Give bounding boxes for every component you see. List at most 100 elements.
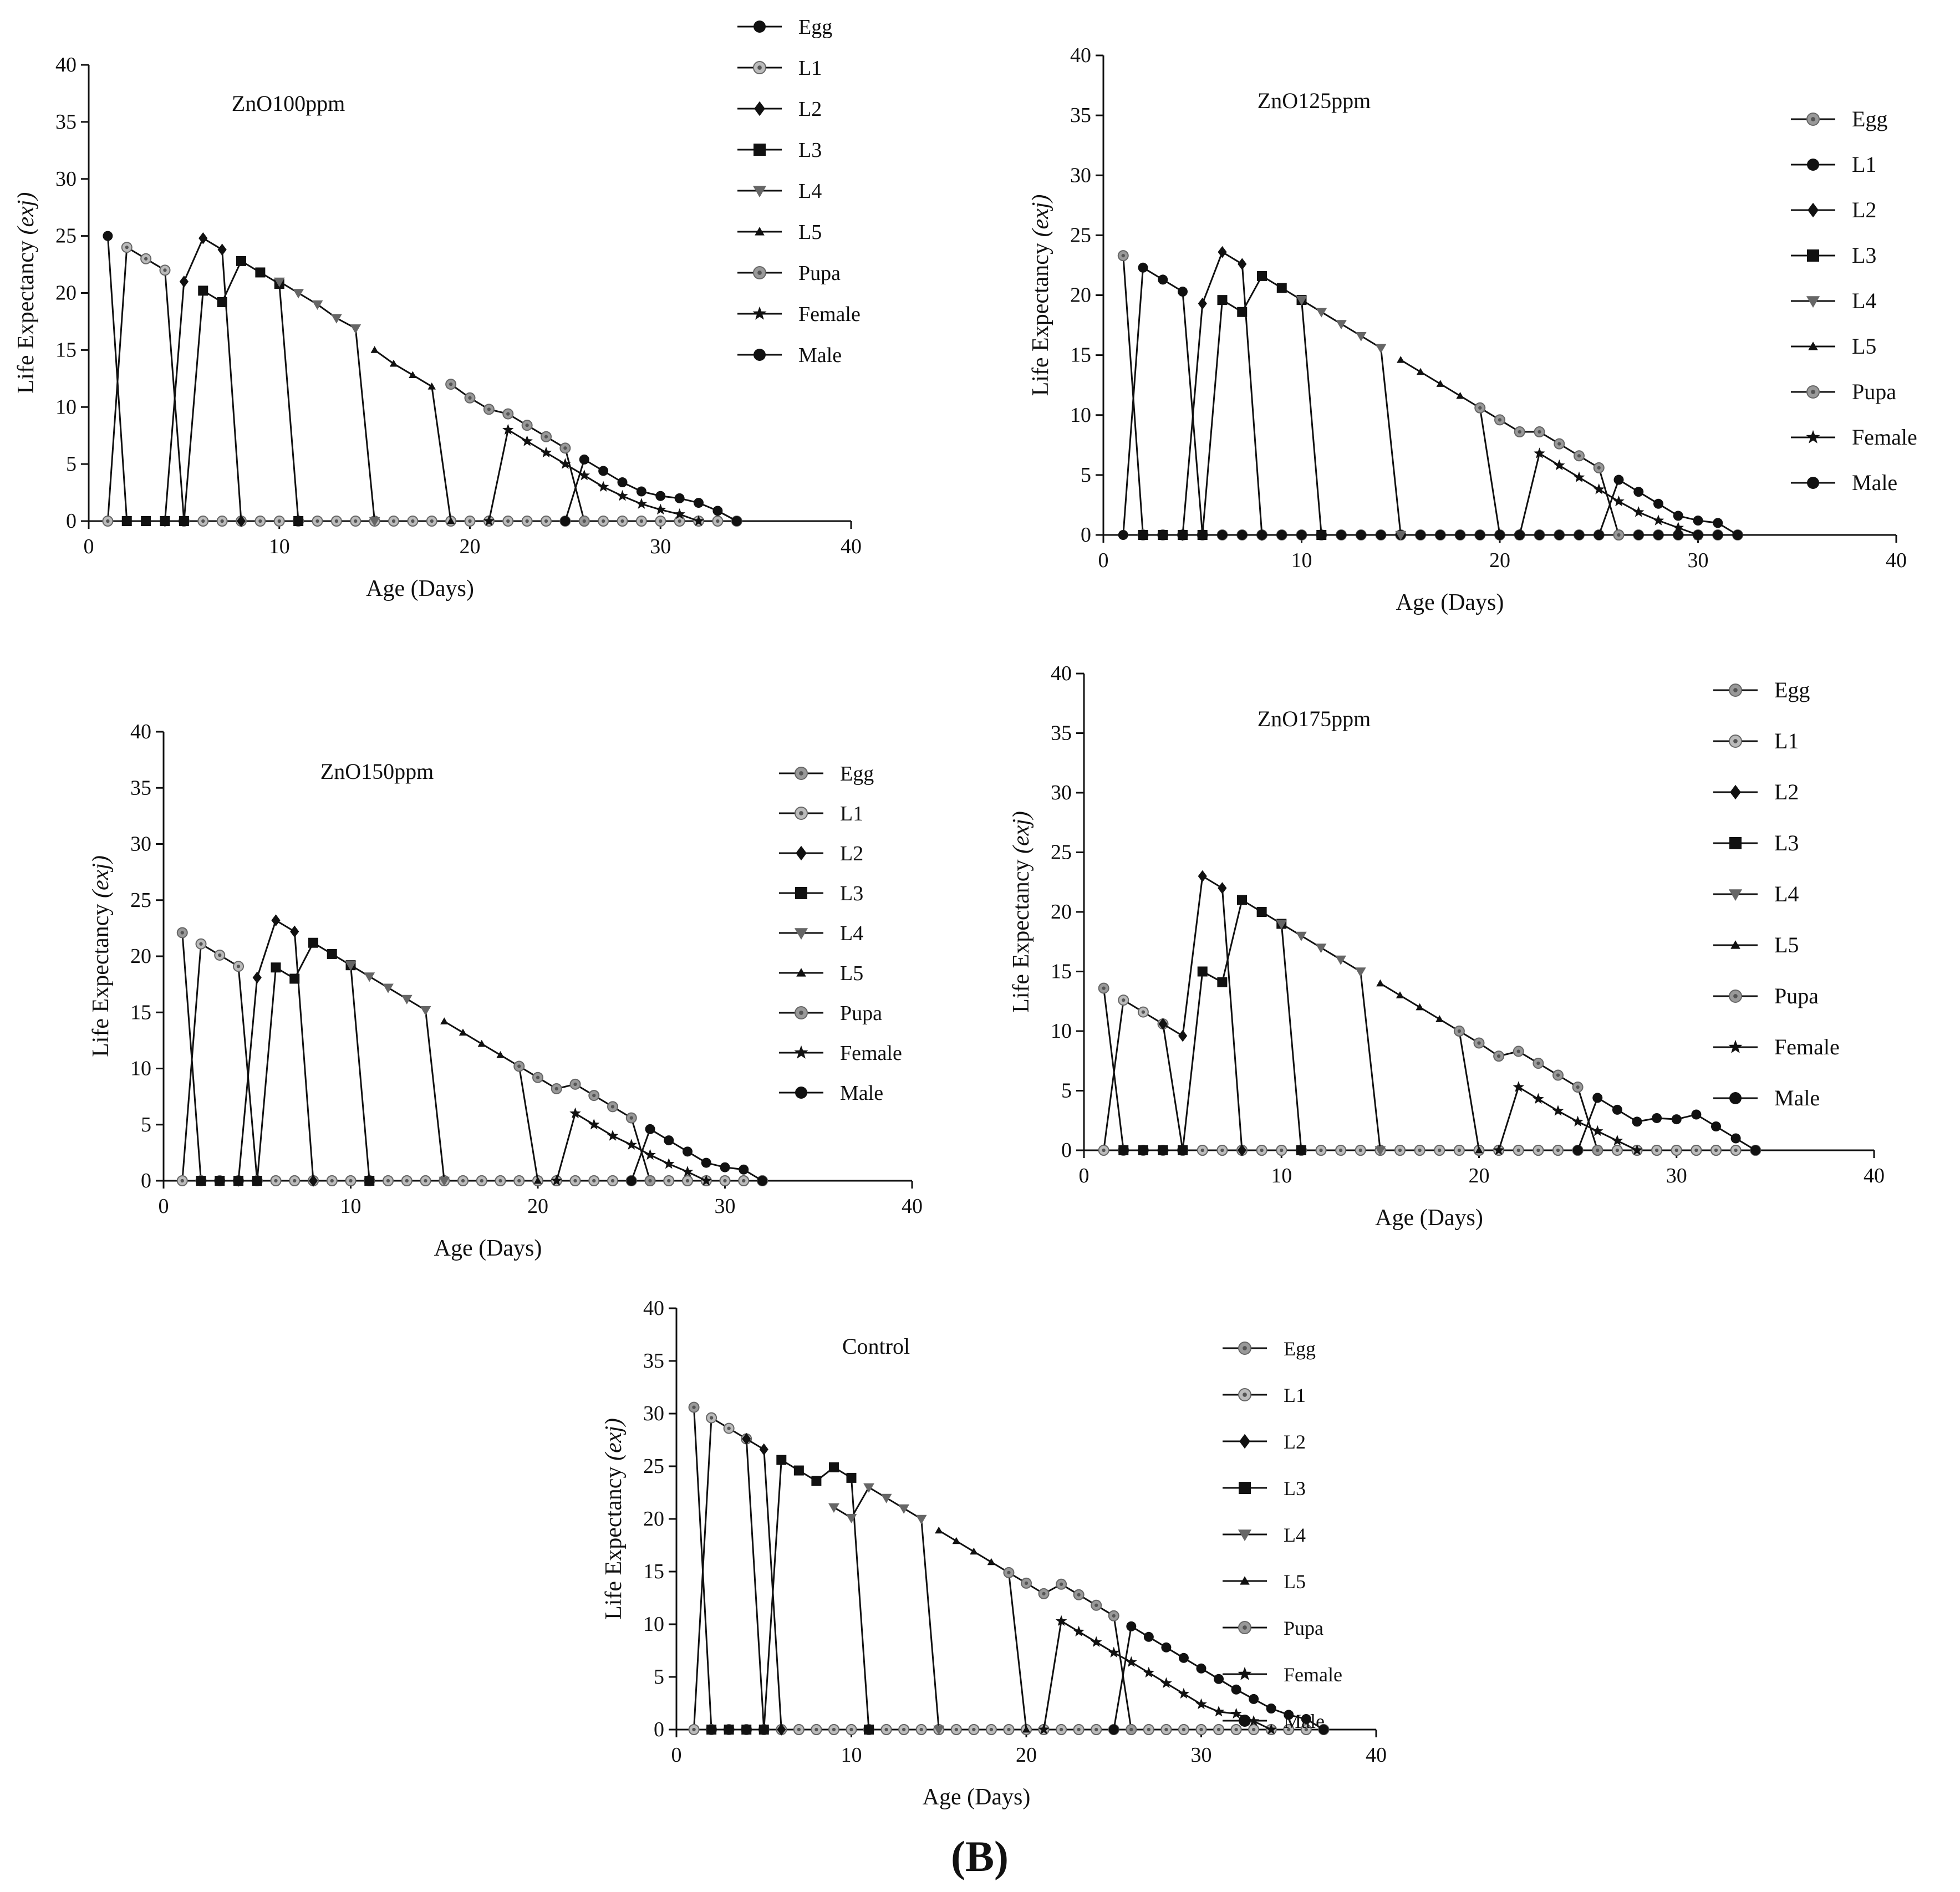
data-point	[706, 1725, 717, 1735]
series-l1	[102, 242, 742, 527]
data-point-center	[685, 1179, 690, 1183]
data-point	[1495, 531, 1504, 538]
data-point	[1416, 530, 1426, 540]
legend-item-male: Male	[1223, 1710, 1325, 1732]
series-egg	[1117, 250, 1743, 540]
data-point-center	[386, 1179, 390, 1183]
y-tick-label: 15	[643, 1560, 664, 1583]
data-point	[255, 267, 266, 278]
data-point	[1435, 530, 1445, 540]
data-point-center	[1129, 1727, 1133, 1732]
data-point-center	[391, 519, 396, 523]
data-point	[846, 1472, 857, 1483]
data-point-center	[1496, 1054, 1501, 1058]
legend-label: L1	[1284, 1384, 1306, 1406]
data-point-center	[106, 519, 110, 523]
data-point-center	[1615, 1148, 1620, 1152]
legend-marker	[1730, 784, 1741, 800]
data-point-center	[610, 1179, 615, 1183]
legend-item-egg: Egg	[1791, 106, 1887, 131]
data-point-center	[1734, 1148, 1738, 1152]
data-point	[1217, 295, 1228, 305]
data-point-center	[648, 1179, 652, 1183]
series-l5	[440, 1017, 542, 1184]
data-point	[1713, 530, 1723, 540]
data-point	[607, 1130, 619, 1141]
series-female	[1514, 447, 1704, 540]
series-line-l5	[444, 1021, 539, 1181]
legend-marker	[1238, 1529, 1252, 1542]
series-line-l3	[711, 1459, 870, 1731]
legend-item-pupa: Pupa	[737, 262, 841, 285]
data-point	[828, 1503, 839, 1513]
data-point-center	[449, 382, 453, 386]
data-point-center	[1577, 454, 1581, 458]
data-point	[1158, 530, 1168, 540]
data-point	[1296, 1145, 1306, 1155]
x-tick-label: 10	[1271, 1164, 1292, 1187]
data-point	[1265, 1723, 1277, 1735]
y-tick-label: 5	[141, 1113, 151, 1136]
y-tick-label: 40	[1070, 44, 1091, 67]
data-point	[1237, 1144, 1247, 1156]
data-point-center	[334, 519, 339, 523]
data-point	[446, 517, 455, 524]
data-point	[1730, 1133, 1741, 1144]
y-tick-label: 40	[55, 53, 77, 77]
data-point	[1653, 530, 1663, 540]
data-point	[559, 458, 571, 469]
data-point-center	[480, 1179, 483, 1183]
series-l3	[121, 256, 304, 526]
data-point	[1514, 529, 1525, 540]
data-point	[1552, 1105, 1564, 1116]
data-point-center	[592, 1179, 596, 1183]
data-point-center	[1252, 1727, 1256, 1732]
legend-label: L3	[1774, 830, 1799, 855]
data-point	[1633, 487, 1644, 497]
legend-item-l4: L4	[737, 180, 822, 203]
data-point	[597, 481, 609, 492]
y-tick-label: 20	[1070, 284, 1091, 307]
data-point	[1691, 1109, 1702, 1120]
legend-label: Female	[1284, 1664, 1342, 1686]
legend-marker	[1239, 1715, 1251, 1727]
data-point-center	[692, 1727, 696, 1732]
legend-marker	[1728, 1039, 1743, 1053]
data-point	[1692, 529, 1704, 540]
legend-item-egg: Egg	[737, 16, 832, 39]
data-point-center	[1557, 442, 1561, 446]
data-point-center	[1674, 1148, 1678, 1152]
data-point	[1178, 1687, 1190, 1699]
legend-label: Pupa	[1774, 983, 1819, 1008]
data-point	[1631, 1144, 1643, 1155]
data-point	[1613, 495, 1625, 507]
data-point-center	[1220, 1148, 1224, 1152]
data-point	[1673, 530, 1683, 540]
data-point-center	[1457, 1029, 1462, 1033]
data-point	[1138, 1145, 1148, 1155]
data-point	[759, 1443, 768, 1456]
y-axis-label-italic: (exj)	[601, 1418, 627, 1461]
legend-marker	[752, 306, 767, 320]
data-point	[758, 1725, 769, 1735]
x-tick-label: 40	[1864, 1164, 1885, 1187]
y-tick-label: 35	[643, 1349, 664, 1373]
series-line-l1	[1103, 999, 1756, 1151]
data-point	[1196, 1663, 1206, 1674]
data-point	[1671, 1114, 1682, 1125]
legend-marker	[1730, 940, 1740, 949]
data-point-center	[727, 1426, 731, 1430]
y-tick-label: 30	[1051, 781, 1072, 804]
data-point	[1316, 530, 1327, 540]
data-point	[327, 948, 337, 959]
legend-label: Male	[1284, 1710, 1325, 1732]
data-point-center	[1147, 1727, 1151, 1732]
legend-label: L4	[1774, 881, 1799, 906]
data-point-center	[1280, 1148, 1284, 1152]
data-point	[401, 995, 413, 1004]
series-l3	[196, 937, 375, 1186]
legend-label: Pupa	[1852, 379, 1896, 404]
data-point	[617, 489, 628, 501]
series-line-male	[564, 458, 737, 522]
